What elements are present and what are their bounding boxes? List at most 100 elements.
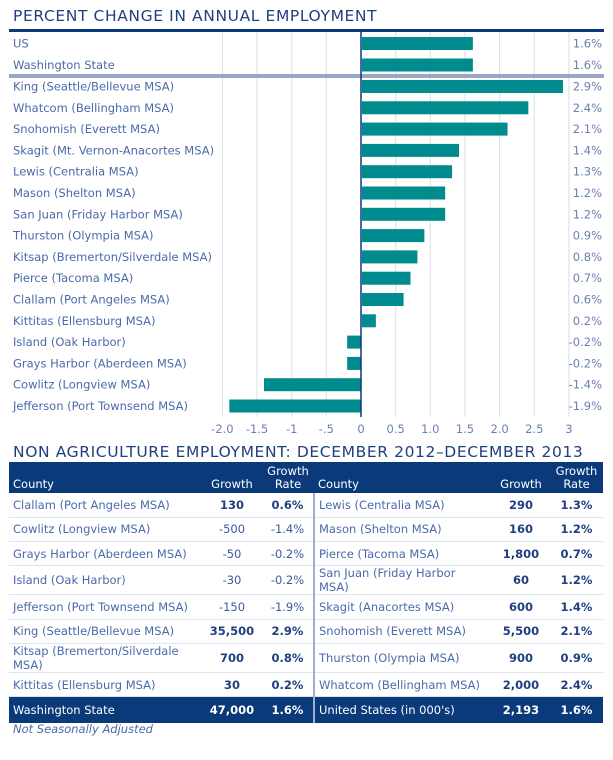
value-label: 1.4%	[573, 143, 602, 157]
county-cell: Lewis (Centralia MSA)	[313, 493, 492, 518]
x-tick-label: 0.5	[387, 422, 405, 436]
growth-cell: -30	[202, 565, 262, 596]
value-label: 1.2%	[573, 207, 602, 221]
growth-cell: 60	[492, 565, 550, 596]
county-cell: Jefferson (Port Townsend MSA)	[9, 594, 202, 620]
x-tick-labels: -2.0 -1.5 -1 -.5 0 0.5 1.0 1.5 2.0 2.5 3	[211, 422, 572, 436]
county-cell: Grays Harbor (Aberdeen MSA)	[9, 541, 202, 567]
header-county-left: County	[9, 462, 202, 493]
county-cell: Snohomish (Everett MSA)	[313, 619, 492, 644]
value-label: 1.2%	[573, 186, 602, 200]
total-growth-right: 2,193	[492, 696, 550, 723]
category-label: Jefferson (Port Townsend MSA)	[12, 399, 188, 413]
growth-cell: 160	[492, 517, 550, 543]
grid-lines	[221, 30, 570, 417]
rate-cell: 1.4%	[550, 594, 603, 620]
rate-cell: 1.3%	[550, 493, 603, 518]
x-tick-label: 1.5	[456, 422, 474, 436]
rate-cell: -1.4%	[262, 517, 314, 543]
rate-cell: -1.9%	[262, 594, 314, 620]
value-label: 2.1%	[573, 122, 602, 136]
value-label: -1.9%	[569, 399, 602, 413]
value-label: -1.4%	[569, 378, 602, 392]
table-row: Cowlitz (Longview MSA) -500 -1.4% Mason (Sh…	[9, 517, 603, 543]
growth-cell: 700	[202, 643, 262, 673]
rate-cell: 2.1%	[550, 619, 603, 644]
total-growth-left: 47,000	[202, 696, 262, 723]
header-rate-left: Growth Rate	[262, 462, 314, 493]
value-label: -0.2%	[569, 335, 602, 349]
category-label: Skagit (Mt. Vernon-Anacortes MSA)	[13, 143, 214, 157]
employment-table: County Growth Growth Rate County Growth G…	[9, 462, 603, 723]
table-row: Jefferson (Port Townsend MSA) -150 -1.9% Sk…	[9, 594, 603, 620]
rate-cell: 1.2%	[550, 565, 603, 596]
category-label: Snohomish (Everett MSA)	[13, 122, 160, 136]
benchmark-value-label: 1.6%	[573, 37, 602, 51]
growth-cell: 1,800	[492, 541, 550, 567]
header-rate-line1: Growth	[267, 464, 309, 478]
rate-cell: 2.4%	[550, 672, 603, 698]
value-label: 0.7%	[573, 271, 602, 285]
top-rule	[9, 29, 604, 32]
benchmark-value-label: 1.6%	[573, 58, 602, 72]
table-title: NON AGRICULTURE EMPLOYMENT: DECEMBER 201…	[13, 443, 584, 461]
chart-title: PERCENT CHANGE IN ANNUAL EMPLOYMENT	[13, 7, 378, 25]
header-rate-line2: Rate	[274, 477, 302, 491]
category-label: Whatcom (Bellingham MSA)	[13, 101, 174, 115]
x-tick-label: -2.0	[211, 422, 233, 436]
county-cell: Cowlitz (Longview MSA)	[9, 517, 202, 543]
county-cell: Clallam (Port Angeles MSA)	[9, 493, 202, 518]
header-rate-line2: Rate	[563, 477, 590, 491]
value-label: 2.9%	[573, 80, 602, 94]
axes	[9, 29, 604, 417]
growth-cell: -150	[202, 594, 262, 620]
growth-cell: 600	[492, 594, 550, 620]
table-row: King (Seattle/Bellevue MSA) 35,500 2.9% Sno…	[9, 619, 603, 644]
table-row: Grays Harbor (Aberdeen MSA) -50 -0.2% Pierc…	[9, 541, 603, 567]
category-label: Kittitas (Ellensburg MSA)	[13, 314, 156, 328]
county-bars: King (Seattle/Bellevue MSA) 2.9% Whatcom (…	[12, 80, 602, 414]
bar	[362, 186, 446, 200]
category-label: Grays Harbor (Aberdeen MSA)	[13, 356, 187, 370]
bar	[347, 335, 361, 349]
growth-cell: 35,500	[202, 619, 262, 644]
header-growth-left: Growth	[202, 462, 262, 493]
x-tick-label: 3	[565, 422, 572, 436]
bar	[362, 165, 453, 179]
category-label: Pierce (Tacoma MSA)	[13, 271, 133, 285]
bar	[362, 143, 460, 157]
category-label: Mason (Shelton MSA)	[13, 186, 136, 200]
rate-cell: 1.2%	[550, 517, 603, 543]
x-tick-label: -1.5	[246, 422, 268, 436]
bar	[347, 356, 361, 370]
category-label: Kitsap (Bremerton/Silverdale MSA)	[13, 250, 212, 264]
total-county-right: United States (in 000's)	[313, 696, 492, 723]
x-tick-label: 2.5	[525, 422, 543, 436]
growth-cell: 900	[492, 643, 550, 673]
county-cell: Whatcom (Bellingham MSA)	[313, 672, 492, 698]
bar	[362, 314, 376, 328]
benchmark-bar	[362, 58, 473, 72]
bar	[362, 207, 446, 221]
x-tick-label: 1.0	[421, 422, 439, 436]
rate-cell: 0.6%	[262, 493, 314, 518]
rate-cell: 0.8%	[262, 643, 314, 673]
total-county-left: Washington State	[9, 696, 202, 723]
x-tick-label: 2.0	[490, 422, 508, 436]
rate-cell: -0.2%	[262, 565, 314, 596]
bar	[362, 250, 418, 264]
value-label: 0.2%	[573, 314, 602, 328]
value-label: 0.9%	[573, 229, 602, 243]
growth-cell: -500	[202, 517, 262, 543]
benchmark-separator	[9, 74, 604, 78]
bar-chart: US 1.6% Washington State 1.6% King (Seattle…	[9, 29, 604, 436]
bar	[362, 271, 411, 285]
value-label: 1.3%	[573, 165, 602, 179]
category-label: Clallam (Port Angeles MSA)	[13, 293, 170, 307]
table-row: Kitsap (Bremerton/Silverdale MSA) 700 0.8%…	[9, 643, 603, 673]
footnote: Not Seasonally Adjusted	[13, 722, 153, 736]
header-growth-right: Growth	[492, 462, 550, 493]
county-cell: Thurston (Olympia MSA)	[313, 643, 492, 673]
county-cell: Mason (Shelton MSA)	[313, 517, 492, 543]
table-row: Kittitas (Ellensburg MSA) 30 0.2% Whatcom (…	[9, 672, 603, 698]
